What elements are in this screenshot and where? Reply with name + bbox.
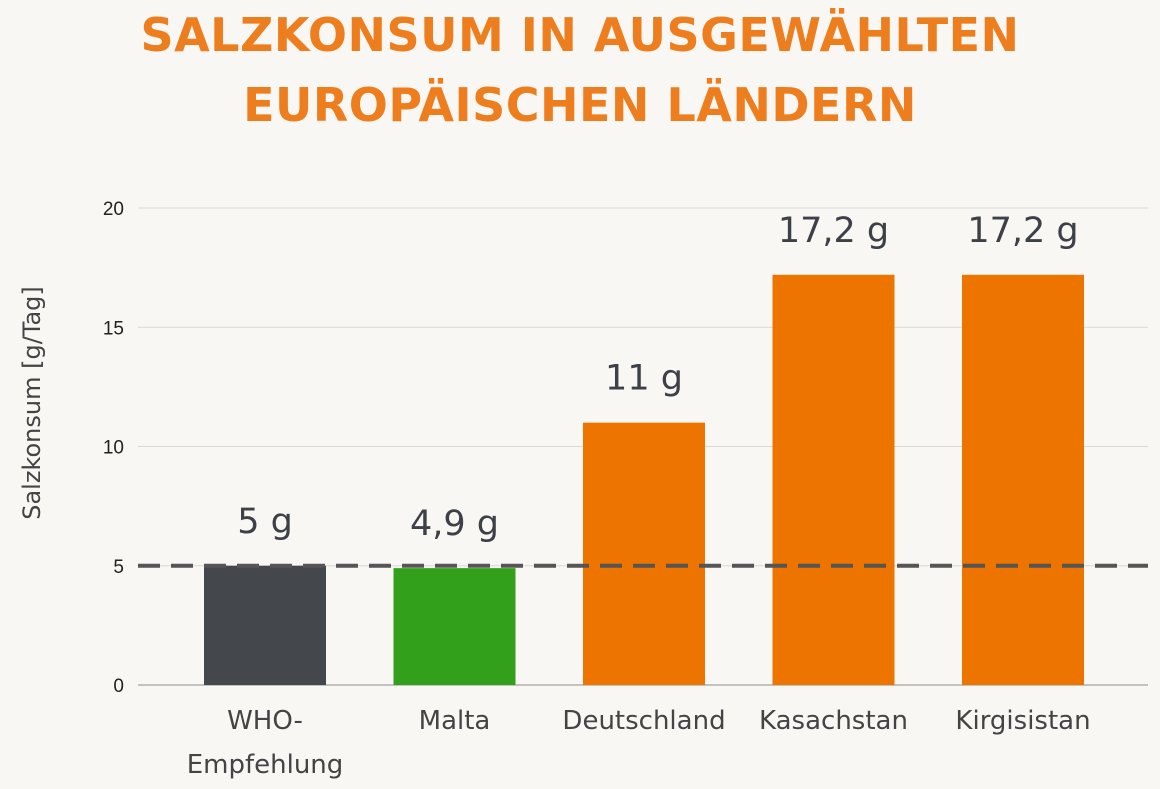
category-label: Empfehlung <box>187 750 344 780</box>
data-label: 17,2 g <box>778 211 889 251</box>
chart-title-line-1: SALZKONSUM IN AUSGEWÄHLTEN <box>140 8 1020 62</box>
bar-0 <box>204 565 326 685</box>
y-axis-title: Salzkonsum [g/Tag] <box>18 286 46 520</box>
data-label: 4,9 g <box>410 504 499 544</box>
chart-title-line-2: EUROPÄISCHEN LÄNDERN <box>243 78 917 132</box>
y-tick-label: 15 <box>103 318 124 339</box>
bar-3 <box>772 274 895 685</box>
category-label: Malta <box>419 706 491 736</box>
y-tick-label: 5 <box>113 557 124 578</box>
data-label: 17,2 g <box>967 211 1078 251</box>
y-tick-label: 0 <box>113 676 124 697</box>
category-label: WHO- <box>227 706 303 736</box>
bars <box>204 274 1084 685</box>
bar-2 <box>583 422 705 685</box>
category-label: Deutschland <box>562 706 725 736</box>
category-label: Kirgisistan <box>955 706 1090 736</box>
y-tick-label: 10 <box>103 438 124 459</box>
labels: 0 5 10 15 20 5 g WHO- Empfehlung 4,9 g Malta 11 g D… <box>103 199 1091 780</box>
bar-4 <box>962 274 1084 685</box>
category-label: Kasachstan <box>759 706 908 736</box>
data-label: 11 g <box>605 359 683 399</box>
bar-1 <box>393 568 516 685</box>
data-label: 5 g <box>237 502 293 542</box>
y-tick-label: 20 <box>103 199 124 220</box>
